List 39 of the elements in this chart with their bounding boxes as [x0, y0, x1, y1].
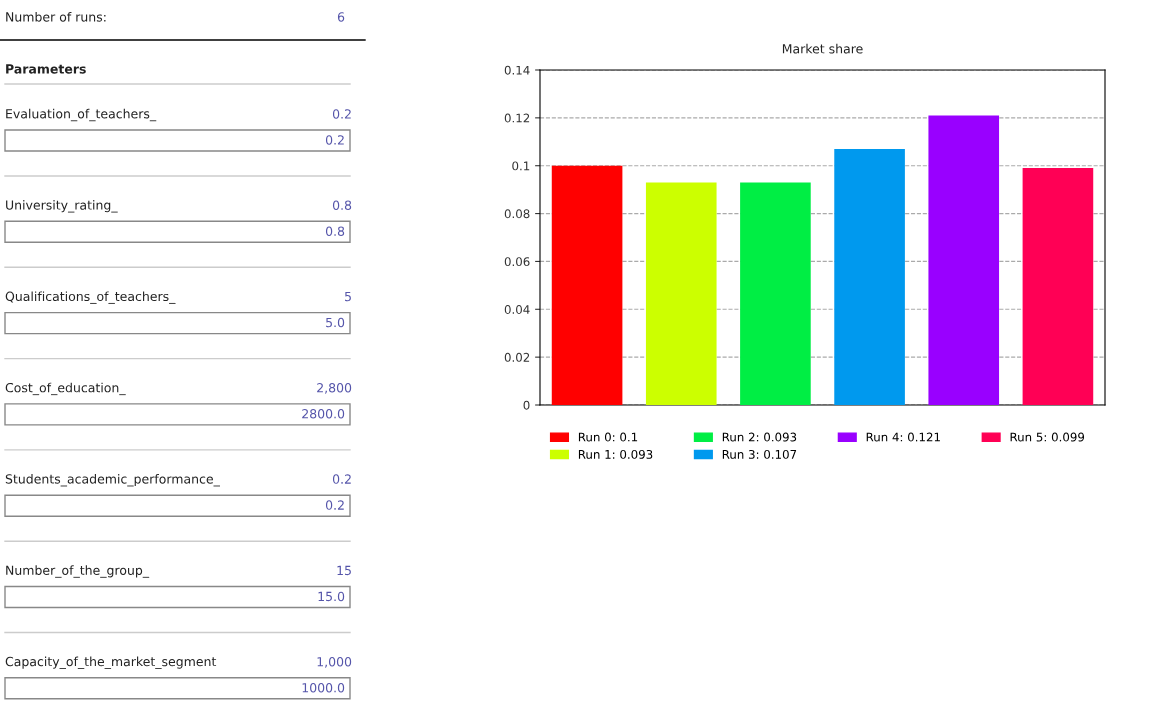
- text: 0.8: [325, 226, 345, 236]
- y-tick-label: 0.06: [504, 257, 530, 267]
- text: Evaluation_of_teachers_: [6, 108, 157, 122]
- text: 5: [345, 291, 351, 302]
- text: 0.2: [332, 474, 351, 484]
- chart-title: Market share: [782, 43, 863, 54]
- text: 0.8: [332, 200, 352, 210]
- y-tick-label: 0.08: [504, 209, 530, 219]
- text: Students_academic_performance_: [5, 473, 220, 487]
- text: 0.2: [332, 109, 351, 119]
- y-tick-label: 0.12: [504, 113, 530, 123]
- text: 1000.0: [302, 682, 345, 693]
- text: University_rating_: [6, 200, 118, 213]
- text: 15.0: [318, 591, 345, 602]
- text: Capacity_of_the_market_segment: [5, 656, 217, 670]
- text: 0.2: [325, 500, 344, 510]
- y-tick-label: 0.1: [512, 161, 530, 171]
- legend-label: Run 4: 0.121: [866, 432, 940, 442]
- text: Number of runs:: [6, 11, 106, 22]
- y-tick-label: 0.02: [504, 352, 530, 362]
- y-tick-label: 0: [523, 400, 530, 410]
- text: 0.2: [325, 135, 344, 145]
- text: Parameters: [6, 64, 86, 74]
- text: Number_of_the_group_: [6, 565, 150, 578]
- y-tick-label: 0.04: [504, 305, 530, 314]
- legend-label: Run 2: 0.093: [722, 432, 797, 442]
- legend-label: Run 1: 0.093: [578, 449, 653, 459]
- text: 15: [337, 565, 351, 576]
- text: Cost_of_education_: [5, 382, 126, 396]
- text: 2800.0: [302, 409, 345, 419]
- text: 5.0: [326, 317, 345, 328]
- text: 2,800: [317, 383, 352, 394]
- y-tick-label: 0.14: [504, 65, 530, 75]
- legend-label: Run 5: 0.099: [1010, 432, 1085, 442]
- text: 6: [337, 12, 345, 22]
- text: Qualifications_of_teachers_: [5, 291, 176, 304]
- legend-label: Run 0: 0.1: [578, 432, 638, 442]
- text: 1,000: [317, 656, 352, 668]
- legend-label: Run 3: 0.107: [722, 449, 797, 459]
